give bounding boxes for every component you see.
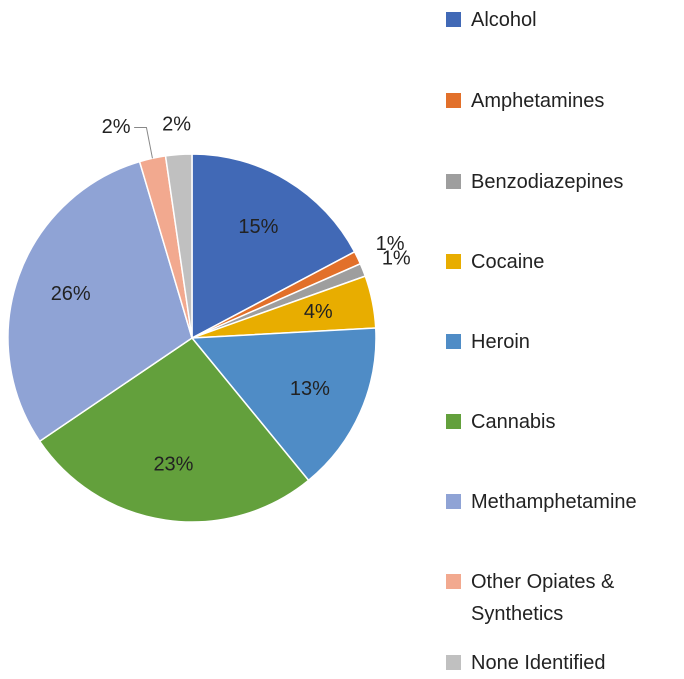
legend-swatch: [446, 494, 461, 509]
legend-item: Alcohol: [446, 4, 678, 36]
legend-swatch: [446, 254, 461, 269]
legend-item: Cannabis: [446, 406, 678, 438]
data-label: 2%: [162, 113, 191, 135]
legend-label: Heroin: [471, 331, 530, 353]
data-label: 2%: [102, 116, 131, 138]
legend-label: Benzodiazepines: [471, 171, 624, 193]
legend-swatch: [446, 12, 461, 27]
data-label: 1%: [382, 247, 411, 269]
legend-swatch: [446, 174, 461, 189]
pie-slice: [191, 153, 356, 340]
legend-label: Alcohol: [471, 9, 537, 31]
data-label: 1%: [376, 233, 405, 255]
legend-swatch: [446, 574, 461, 589]
legend-label: Cocaine: [471, 251, 545, 273]
data-label: 4%: [304, 301, 333, 323]
leader-line: [134, 127, 153, 159]
legend-label: Cannabis: [471, 411, 556, 433]
pie-slice: [38, 336, 310, 523]
legend-item: Heroin: [446, 326, 678, 358]
legend-item: Other Opiates & Synthetics: [446, 566, 678, 630]
legend-label: Methamphetamine: [471, 491, 637, 513]
legend-swatch: [446, 334, 461, 349]
data-label: 23%: [153, 454, 193, 476]
legend-swatch: [446, 93, 461, 108]
legend-item: Methamphetamine: [446, 486, 678, 518]
legend-item: Cocaine: [446, 246, 678, 278]
legend-item: None Identified: [446, 647, 678, 679]
pie-slice: [190, 327, 377, 482]
pie-slice: [164, 153, 193, 339]
data-label: 15%: [238, 216, 278, 238]
legend-item: Amphetamines: [446, 85, 678, 117]
legend-label: None Identified: [471, 652, 606, 674]
legend-label: Amphetamines: [471, 90, 605, 112]
data-label: 26%: [51, 283, 91, 305]
legend-item: Benzodiazepines: [446, 166, 678, 198]
data-label: 13%: [290, 378, 330, 400]
pie-slice: [7, 160, 193, 443]
legend-label: Other Opiates & Synthetics: [471, 571, 615, 625]
legend-swatch: [446, 655, 461, 670]
legend-swatch: [446, 414, 461, 429]
